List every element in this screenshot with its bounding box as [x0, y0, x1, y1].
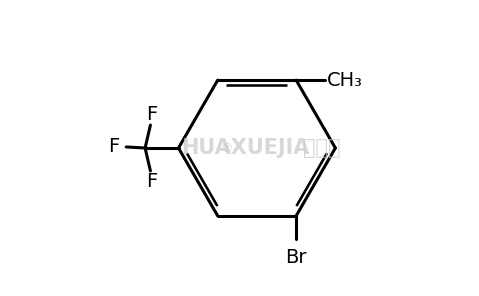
Text: F: F	[108, 137, 119, 156]
Text: F: F	[147, 105, 158, 124]
Text: ®: ®	[182, 141, 234, 155]
Text: F: F	[147, 172, 158, 191]
Text: 化学加: 化学加	[303, 138, 341, 158]
Text: Br: Br	[285, 248, 307, 267]
Text: CH₃: CH₃	[327, 70, 363, 90]
Text: HUAXUEJIA: HUAXUEJIA	[182, 138, 310, 158]
